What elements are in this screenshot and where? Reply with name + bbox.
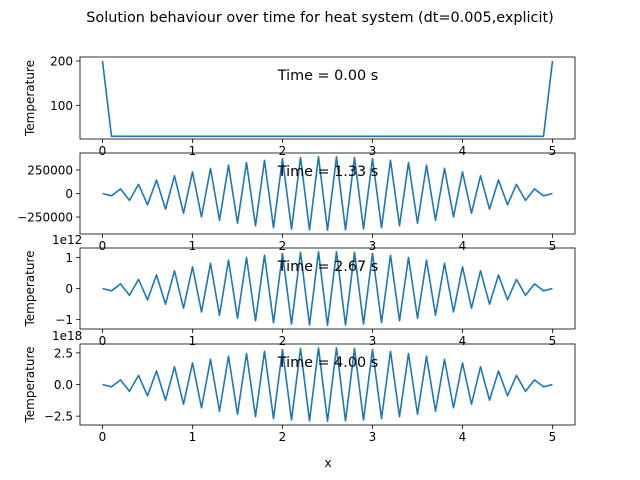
x-axis-label: x [324, 456, 331, 470]
x-tick-label: 5 [549, 334, 557, 348]
x-tick-label: 4 [459, 430, 467, 444]
x-tick-label: 2 [279, 334, 287, 348]
y-tick-label: 250000 [27, 163, 73, 177]
y-tick-label: 200 [50, 54, 73, 68]
x-tick-label: 0 [99, 430, 107, 444]
series-line [101, 60, 554, 138]
x-tick-label: 2 [279, 239, 287, 253]
time-annotation: Time = 2.67 s [277, 259, 379, 275]
x-tick-label: 0 [99, 144, 107, 158]
x-tick-label: 5 [549, 144, 557, 158]
axes-frame [79, 343, 576, 426]
y-tick-label: 2.5 [54, 346, 73, 360]
x-tick-label: 1 [189, 430, 197, 444]
x-tick-label: 1 [189, 144, 197, 158]
axes-frame [79, 56, 576, 140]
y-tick-label: 0 [65, 282, 73, 296]
y-tick-label: 0.0 [54, 378, 73, 392]
x-tick-label: 3 [369, 430, 377, 444]
y-tick-label: 100 [50, 99, 73, 113]
axes-frame [79, 152, 576, 235]
y-tick-label: 1 [65, 251, 73, 265]
y-offset-label: 1e12 [52, 233, 82, 247]
x-tick-label: 1 [189, 239, 197, 253]
x-tick-label: 2 [279, 430, 287, 444]
y-axis-label: Temperature [23, 60, 37, 137]
x-tick-label: 0 [99, 334, 107, 348]
x-tick-label: 4 [459, 144, 467, 158]
x-tick-label: 2 [279, 144, 287, 158]
subplot-1: 0 1 2 3 4 5 100 200 Time = 0.00 s Temperature [23, 54, 576, 158]
time-annotation: Time = 0.00 s [277, 68, 379, 84]
x-tick-label: 3 [369, 239, 377, 253]
x-tick-label: 4 [459, 239, 467, 253]
subplot-2: 0 1 2 3 4 5 250000 0 −250000 Time = 1.33 s [17, 152, 576, 253]
y-tick-label: −2.5 [44, 410, 73, 424]
y-tick-label: −1 [55, 313, 73, 327]
x-tick-label: 5 [549, 430, 557, 444]
x-tick-label: 4 [459, 334, 467, 348]
y-tick-label: 0 [65, 187, 73, 201]
y-axis-label: Temperature [23, 250, 37, 327]
time-annotation: Time = 4.00 s [277, 355, 379, 371]
y-tick-label: −250000 [17, 211, 73, 225]
x-tick-label: 1 [189, 334, 197, 348]
series-line [102, 156, 553, 232]
y-offset-label: 1e18 [52, 329, 82, 343]
x-tick-label: 3 [369, 334, 377, 348]
axes-frame [79, 247, 576, 330]
x-tick-label: 0 [99, 239, 107, 253]
series-line [102, 251, 553, 327]
x-tick-label: 3 [369, 144, 377, 158]
x-tick-label: 5 [549, 239, 557, 253]
series-line [102, 347, 553, 422]
y-axis-label: Temperature [23, 346, 37, 423]
subplot-3: 0 1 2 3 4 5 1 0 −1 Time = 2.67 s 1e12 Temperature [23, 233, 576, 348]
subplot-4: 0 1 2 3 4 5 2.5 0.0 −2.5 Time = 4.00 s 1e18 Tempera… [23, 329, 576, 444]
time-annotation: Time = 1.33 s [277, 164, 379, 180]
figure-title: Solution behaviour over time for heat sy… [86, 10, 553, 26]
